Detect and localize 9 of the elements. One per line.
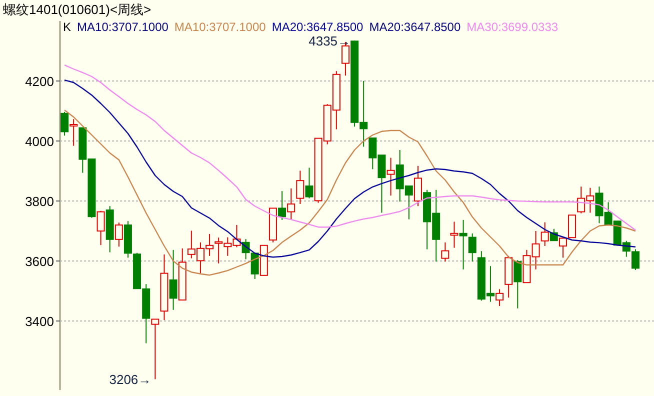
ytick: 3600 [25, 254, 54, 269]
legend: K MA10:3707.1000 MA10:3707.1000 MA20:3647.8500 MA20:3647.8500 MA30:3699.0333 [63, 20, 558, 34]
ytick: 4000 [25, 134, 54, 149]
annotation: 4335→ [308, 34, 351, 48]
ytick: 3800 [25, 194, 54, 209]
title: 螺纹1401(010601)<周线> [3, 2, 152, 17]
ytick: 4200 [25, 74, 54, 89]
ytick: 3400 [25, 314, 54, 329]
annotation: 3206→ [109, 372, 152, 388]
